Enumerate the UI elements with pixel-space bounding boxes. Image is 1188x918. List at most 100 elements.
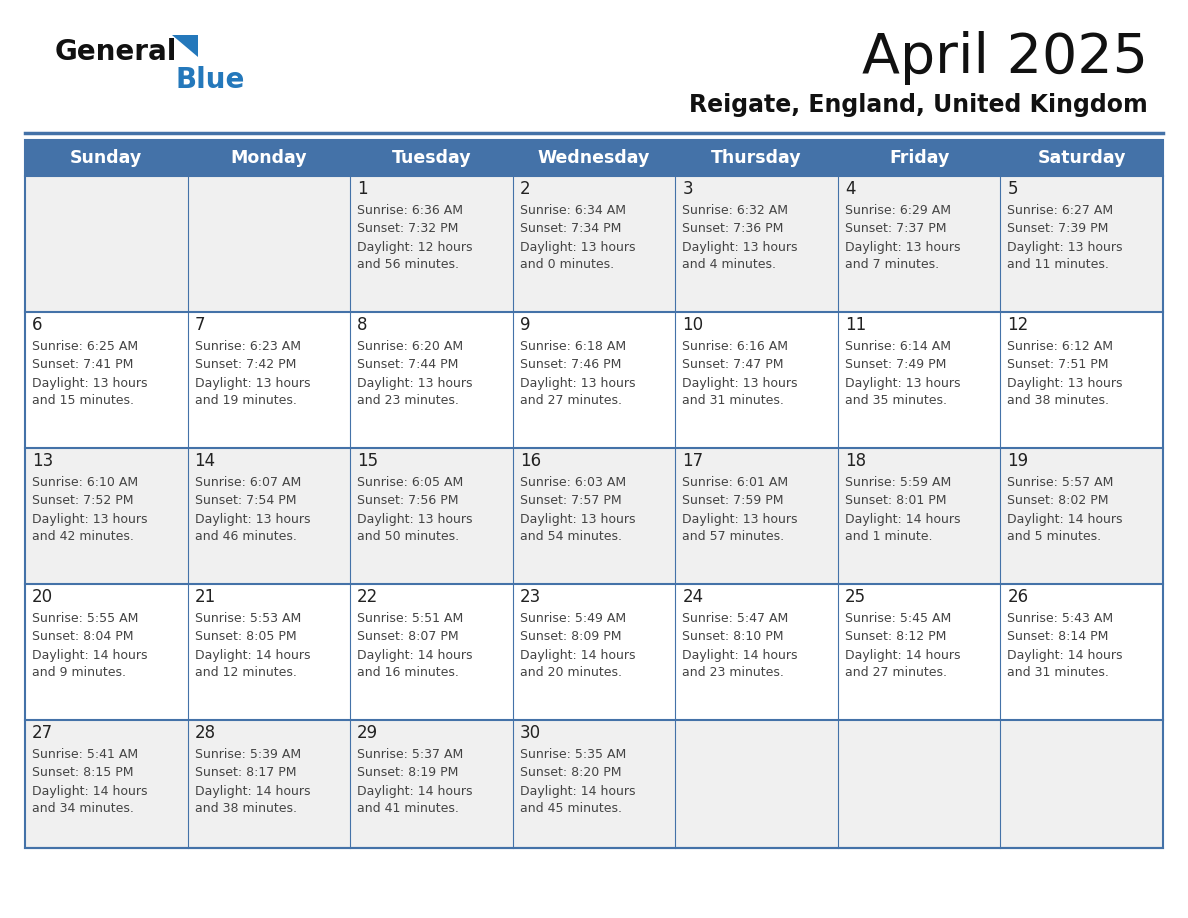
Text: Daylight: 14 hours: Daylight: 14 hours bbox=[32, 648, 147, 662]
Text: Sunrise: 6:14 AM: Sunrise: 6:14 AM bbox=[845, 341, 950, 353]
Text: 2: 2 bbox=[519, 180, 530, 198]
Text: and 38 minutes.: and 38 minutes. bbox=[1007, 395, 1110, 408]
Text: Sunrise: 5:59 AM: Sunrise: 5:59 AM bbox=[845, 476, 952, 489]
Text: 4: 4 bbox=[845, 180, 855, 198]
Text: and 56 minutes.: and 56 minutes. bbox=[358, 259, 459, 272]
Text: Sunrise: 5:53 AM: Sunrise: 5:53 AM bbox=[195, 612, 301, 625]
Text: and 15 minutes.: and 15 minutes. bbox=[32, 395, 134, 408]
Text: and 41 minutes.: and 41 minutes. bbox=[358, 802, 459, 815]
Text: Daylight: 13 hours: Daylight: 13 hours bbox=[682, 241, 798, 253]
Text: Saturday: Saturday bbox=[1037, 149, 1126, 167]
Text: and 16 minutes.: and 16 minutes. bbox=[358, 666, 459, 679]
Text: Sunset: 8:05 PM: Sunset: 8:05 PM bbox=[195, 631, 296, 644]
Text: Sunrise: 5:55 AM: Sunrise: 5:55 AM bbox=[32, 612, 138, 625]
Text: Sunset: 8:12 PM: Sunset: 8:12 PM bbox=[845, 631, 946, 644]
Text: Sunset: 7:36 PM: Sunset: 7:36 PM bbox=[682, 222, 784, 236]
Text: Blue: Blue bbox=[176, 66, 246, 94]
Text: and 35 minutes.: and 35 minutes. bbox=[845, 395, 947, 408]
Text: Daylight: 14 hours: Daylight: 14 hours bbox=[845, 512, 960, 525]
Text: Sunset: 8:04 PM: Sunset: 8:04 PM bbox=[32, 631, 133, 644]
Text: 10: 10 bbox=[682, 316, 703, 334]
Text: Sunset: 7:47 PM: Sunset: 7:47 PM bbox=[682, 359, 784, 372]
Text: Sunrise: 5:49 AM: Sunrise: 5:49 AM bbox=[519, 612, 626, 625]
Text: Sunset: 8:14 PM: Sunset: 8:14 PM bbox=[1007, 631, 1108, 644]
Text: Daylight: 14 hours: Daylight: 14 hours bbox=[358, 648, 473, 662]
Text: 29: 29 bbox=[358, 724, 378, 742]
Text: 28: 28 bbox=[195, 724, 216, 742]
Text: Sunrise: 5:57 AM: Sunrise: 5:57 AM bbox=[1007, 476, 1114, 489]
Text: Sunday: Sunday bbox=[70, 149, 143, 167]
Text: Daylight: 13 hours: Daylight: 13 hours bbox=[195, 376, 310, 389]
Text: 23: 23 bbox=[519, 588, 541, 606]
Text: Sunset: 7:44 PM: Sunset: 7:44 PM bbox=[358, 359, 459, 372]
Text: Sunrise: 6:23 AM: Sunrise: 6:23 AM bbox=[195, 341, 301, 353]
Bar bbox=[25, 312, 1163, 448]
Text: Daylight: 13 hours: Daylight: 13 hours bbox=[1007, 241, 1123, 253]
Text: Sunrise: 6:20 AM: Sunrise: 6:20 AM bbox=[358, 341, 463, 353]
Text: 12: 12 bbox=[1007, 316, 1029, 334]
Text: 18: 18 bbox=[845, 452, 866, 470]
Text: Sunrise: 5:51 AM: Sunrise: 5:51 AM bbox=[358, 612, 463, 625]
Text: Sunrise: 6:03 AM: Sunrise: 6:03 AM bbox=[519, 476, 626, 489]
Text: Sunrise: 6:27 AM: Sunrise: 6:27 AM bbox=[1007, 205, 1113, 218]
Text: 19: 19 bbox=[1007, 452, 1029, 470]
Text: Daylight: 13 hours: Daylight: 13 hours bbox=[358, 376, 473, 389]
Text: Daylight: 14 hours: Daylight: 14 hours bbox=[1007, 648, 1123, 662]
Text: and 9 minutes.: and 9 minutes. bbox=[32, 666, 126, 679]
Text: Sunrise: 5:37 AM: Sunrise: 5:37 AM bbox=[358, 748, 463, 762]
Text: 21: 21 bbox=[195, 588, 216, 606]
Text: Sunset: 8:15 PM: Sunset: 8:15 PM bbox=[32, 767, 133, 779]
Text: Sunrise: 6:32 AM: Sunrise: 6:32 AM bbox=[682, 205, 789, 218]
Text: Daylight: 14 hours: Daylight: 14 hours bbox=[1007, 512, 1123, 525]
Text: 6: 6 bbox=[32, 316, 43, 334]
Text: 27: 27 bbox=[32, 724, 53, 742]
Text: and 54 minutes.: and 54 minutes. bbox=[519, 531, 621, 543]
Text: Sunset: 7:34 PM: Sunset: 7:34 PM bbox=[519, 222, 621, 236]
Text: Sunset: 7:57 PM: Sunset: 7:57 PM bbox=[519, 495, 621, 508]
Text: and 19 minutes.: and 19 minutes. bbox=[195, 395, 297, 408]
Text: Sunrise: 6:12 AM: Sunrise: 6:12 AM bbox=[1007, 341, 1113, 353]
Text: Sunrise: 6:25 AM: Sunrise: 6:25 AM bbox=[32, 341, 138, 353]
Text: Daylight: 13 hours: Daylight: 13 hours bbox=[1007, 376, 1123, 389]
Text: Daylight: 14 hours: Daylight: 14 hours bbox=[195, 648, 310, 662]
Text: Sunset: 8:20 PM: Sunset: 8:20 PM bbox=[519, 767, 621, 779]
Text: Sunset: 7:59 PM: Sunset: 7:59 PM bbox=[682, 495, 784, 508]
Text: Daylight: 14 hours: Daylight: 14 hours bbox=[519, 648, 636, 662]
Text: 8: 8 bbox=[358, 316, 367, 334]
Text: and 45 minutes.: and 45 minutes. bbox=[519, 802, 621, 815]
Text: and 0 minutes.: and 0 minutes. bbox=[519, 259, 614, 272]
Text: Sunrise: 5:43 AM: Sunrise: 5:43 AM bbox=[1007, 612, 1113, 625]
Text: 15: 15 bbox=[358, 452, 378, 470]
Text: Sunrise: 5:39 AM: Sunrise: 5:39 AM bbox=[195, 748, 301, 762]
Text: Sunset: 8:02 PM: Sunset: 8:02 PM bbox=[1007, 495, 1108, 508]
Text: Sunset: 8:01 PM: Sunset: 8:01 PM bbox=[845, 495, 947, 508]
Text: and 20 minutes.: and 20 minutes. bbox=[519, 666, 621, 679]
Bar bbox=[25, 448, 1163, 584]
Text: Sunrise: 5:45 AM: Sunrise: 5:45 AM bbox=[845, 612, 952, 625]
Text: Daylight: 13 hours: Daylight: 13 hours bbox=[682, 376, 798, 389]
Text: Daylight: 13 hours: Daylight: 13 hours bbox=[358, 512, 473, 525]
Text: Daylight: 14 hours: Daylight: 14 hours bbox=[195, 785, 310, 798]
Text: Sunset: 7:54 PM: Sunset: 7:54 PM bbox=[195, 495, 296, 508]
Text: Sunset: 7:49 PM: Sunset: 7:49 PM bbox=[845, 359, 946, 372]
Text: Daylight: 13 hours: Daylight: 13 hours bbox=[32, 376, 147, 389]
Text: Sunset: 8:10 PM: Sunset: 8:10 PM bbox=[682, 631, 784, 644]
Text: Sunset: 7:46 PM: Sunset: 7:46 PM bbox=[519, 359, 621, 372]
Text: April 2025: April 2025 bbox=[862, 31, 1148, 85]
Bar bbox=[25, 584, 1163, 720]
Text: Sunset: 7:51 PM: Sunset: 7:51 PM bbox=[1007, 359, 1108, 372]
Bar bbox=[25, 720, 1163, 848]
Text: 13: 13 bbox=[32, 452, 53, 470]
Text: and 50 minutes.: and 50 minutes. bbox=[358, 531, 460, 543]
Text: 7: 7 bbox=[195, 316, 206, 334]
Text: Daylight: 13 hours: Daylight: 13 hours bbox=[195, 512, 310, 525]
Text: and 42 minutes.: and 42 minutes. bbox=[32, 531, 134, 543]
Text: Monday: Monday bbox=[230, 149, 308, 167]
Text: Sunrise: 6:34 AM: Sunrise: 6:34 AM bbox=[519, 205, 626, 218]
Text: General: General bbox=[55, 38, 177, 66]
Text: Daylight: 14 hours: Daylight: 14 hours bbox=[682, 648, 798, 662]
Text: Sunrise: 6:07 AM: Sunrise: 6:07 AM bbox=[195, 476, 301, 489]
Text: Sunrise: 5:35 AM: Sunrise: 5:35 AM bbox=[519, 748, 626, 762]
Text: 30: 30 bbox=[519, 724, 541, 742]
Text: Reigate, England, United Kingdom: Reigate, England, United Kingdom bbox=[689, 93, 1148, 117]
